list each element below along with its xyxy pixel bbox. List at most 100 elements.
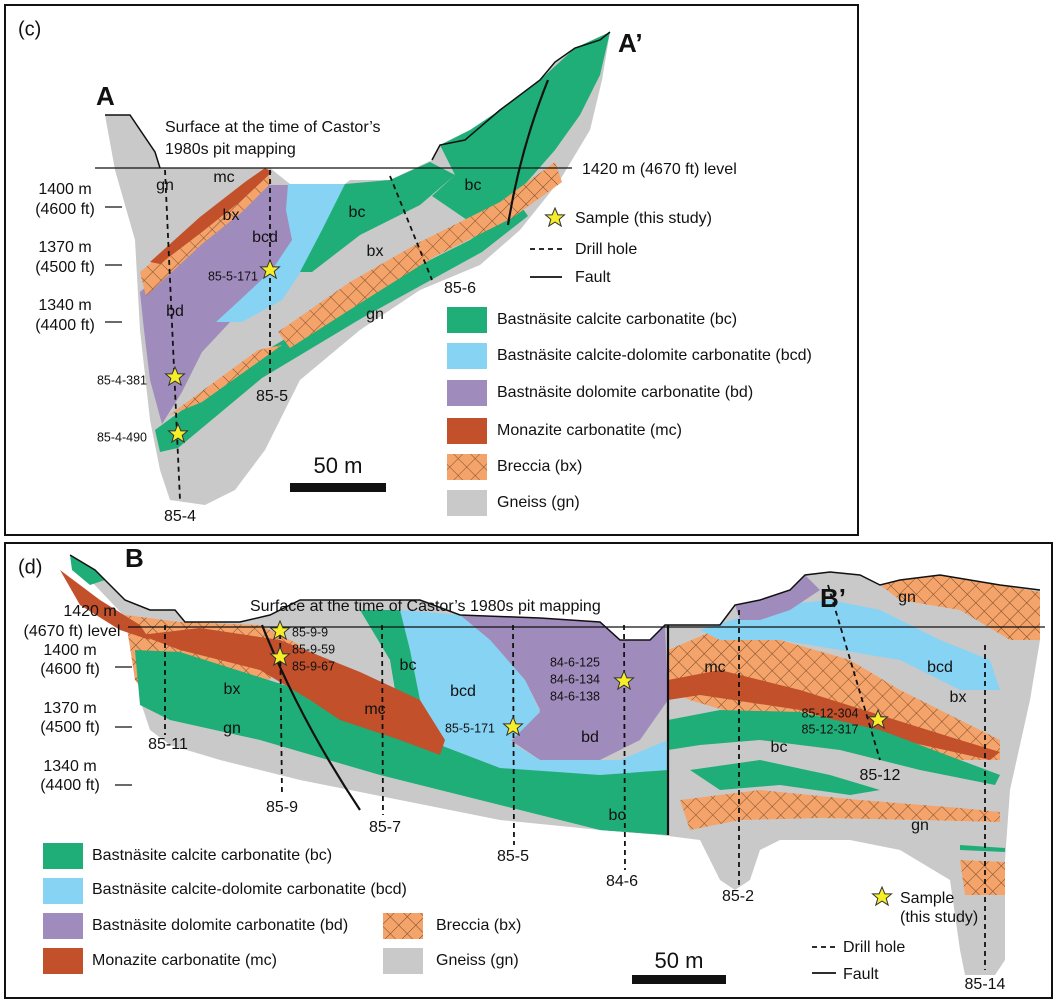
scale-bar: [632, 975, 726, 984]
legend-text: (this study): [900, 909, 978, 926]
fault: [506, 79, 550, 226]
unit-label: bc: [349, 204, 366, 221]
unit-label: mc: [364, 701, 385, 718]
level-label: 1420 m: [63, 603, 116, 620]
panel-label: (d): [18, 556, 42, 578]
panel-frame: [4, 4, 859, 536]
depth-label: 1370 m: [38, 239, 91, 256]
legend-swatch: [447, 343, 487, 369]
unit-label: bx: [367, 243, 384, 260]
drill-hole: [164, 169, 181, 501]
mc: [150, 168, 272, 264]
depth-label: 1340 m: [38, 297, 91, 314]
legend-star: [545, 207, 565, 227]
unit-label: mc: [704, 659, 725, 676]
bc: [300, 162, 455, 272]
bx: [880, 575, 1040, 640]
bx: [680, 790, 1000, 830]
level-label: 1420 m (4670 ft) level: [582, 161, 737, 178]
sample-label: 85-9-59: [292, 642, 335, 656]
unit-label: gn: [156, 177, 174, 194]
topography: [69, 554, 1041, 641]
legend-text: Sample: [900, 890, 954, 907]
bcd: [216, 184, 345, 322]
unit-label: gn: [911, 817, 929, 834]
unit-label: bd: [166, 303, 184, 320]
drill-hole-label: 85-9: [266, 799, 298, 816]
drill-hole-label: 85-2: [722, 888, 754, 905]
legend-text: Drill hole: [575, 241, 637, 258]
surface-note: Surface at the time of Castor’s: [165, 119, 381, 136]
legend-text: Gneiss (gn): [436, 952, 519, 969]
legend-star: [872, 886, 892, 906]
bc: [360, 610, 668, 835]
bc: [155, 205, 528, 452]
mc: [60, 570, 150, 640]
sample-label: 84-6-138: [550, 689, 600, 703]
legend-text: Bastnäsite dolomite carbonatite (bd): [92, 917, 348, 934]
sample-label: 85-12-317: [802, 722, 859, 736]
sample-label: 85-4-381: [97, 373, 147, 387]
drill-hole-label: 85-14: [965, 976, 1006, 993]
scale-label: 50 m: [655, 948, 704, 973]
level-label: (4670 ft) level: [24, 623, 121, 640]
fault: [260, 624, 361, 811]
legend-text: Bastnäsite calcite-dolomite carbonatite …: [497, 347, 812, 364]
drill-hole-label: 85-7: [369, 819, 401, 836]
sample-label: 85-5-171: [208, 269, 258, 283]
legend-text: Bastnäsite calcite carbonatite (bc): [497, 311, 737, 328]
depth-label: 1370 m: [43, 700, 96, 717]
mc: [668, 670, 1000, 760]
panel-frame: [4, 542, 1053, 999]
unit-label: bx: [950, 689, 967, 706]
unit-label: bd: [581, 729, 599, 746]
panel-c: (c) A A’ Surface at the time of Castor’s…: [4, 4, 859, 536]
legend-swatch: [447, 418, 487, 444]
legend-text: Drill hole: [843, 939, 905, 956]
unit-label: bcd: [252, 229, 278, 246]
legend-text: Breccia (bx): [497, 458, 582, 475]
drill-hole: [389, 175, 433, 281]
unit-label: bcd: [927, 659, 953, 676]
sample-label: 85-5-171: [445, 721, 495, 735]
unit-label: bc: [771, 739, 788, 756]
section-end: B: [125, 543, 144, 573]
legend-swatch: [447, 380, 487, 406]
legend-swatch: [43, 843, 83, 869]
sample-label: 84-6-134: [550, 672, 600, 686]
legend-text: Gneiss (gn): [497, 494, 580, 511]
sample-label: 85-12-304: [802, 706, 859, 720]
bcd: [700, 600, 1000, 690]
unit-label: bc: [465, 177, 482, 194]
unit-label: bx: [224, 681, 241, 698]
section-end: B’: [820, 583, 846, 613]
bx: [960, 860, 1005, 895]
drill-hole-label: 84-6: [606, 873, 638, 890]
surface-note: Surface at the time of Castor’s 1980s pi…: [250, 598, 601, 615]
topography: [105, 114, 161, 169]
section-end: A’: [618, 28, 643, 58]
bc: [70, 555, 105, 585]
legend-text: Sample (this study): [575, 210, 712, 227]
topography: [431, 31, 611, 161]
legend-swatch: [43, 878, 83, 904]
panel-label: (c): [18, 18, 41, 40]
depth-label: 1400 m: [38, 181, 91, 198]
drill-hole-label: 85-5: [256, 388, 288, 405]
drill-hole: [512, 624, 515, 846]
sample-label: 85-9-9: [292, 625, 328, 639]
depth-label: (4500 ft): [35, 259, 95, 276]
unit-label: gn: [898, 589, 916, 606]
sample-label: 84-6-125: [550, 655, 600, 669]
bc: [135, 650, 668, 835]
drill-hole-label: 85-4: [164, 508, 196, 525]
legend-swatch: [447, 307, 487, 333]
depth-label: (4500 ft): [40, 719, 100, 736]
bd: [735, 575, 820, 620]
sample-label: 85-9-67: [292, 659, 335, 673]
bx: [278, 162, 562, 348]
mc: [140, 628, 445, 755]
bc: [432, 32, 610, 222]
